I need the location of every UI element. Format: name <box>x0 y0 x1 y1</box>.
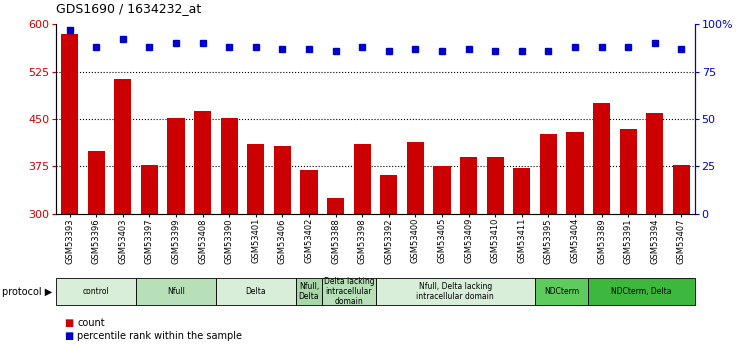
Text: Nfull, Delta lacking
intracellular domain: Nfull, Delta lacking intracellular domai… <box>416 282 494 301</box>
Text: ■: ■ <box>64 332 73 341</box>
Bar <box>114 79 131 345</box>
Bar <box>354 144 371 345</box>
Text: Delta lacking
intracellular
domain: Delta lacking intracellular domain <box>324 277 374 306</box>
Bar <box>327 198 344 345</box>
Text: Nfull: Nfull <box>167 287 185 296</box>
Text: control: control <box>83 287 110 296</box>
Text: Nfull,
Delta: Nfull, Delta <box>299 282 319 301</box>
Bar <box>376 278 535 305</box>
Bar <box>167 118 185 345</box>
Bar <box>221 118 238 345</box>
Bar <box>407 142 424 345</box>
Text: percentile rank within the sample: percentile rank within the sample <box>77 332 243 341</box>
Text: NDCterm: NDCterm <box>544 287 579 296</box>
Bar <box>61 33 78 345</box>
Bar <box>56 278 136 305</box>
Bar <box>380 175 397 345</box>
Bar <box>566 132 584 345</box>
Bar <box>460 157 477 345</box>
Bar <box>487 157 504 345</box>
Bar <box>322 278 376 305</box>
Bar <box>216 278 296 305</box>
Bar <box>593 103 611 345</box>
Bar <box>300 170 318 345</box>
Text: protocol ▶: protocol ▶ <box>2 287 53 296</box>
Bar <box>140 165 158 345</box>
Bar <box>247 144 264 345</box>
Text: NDCterm, Delta: NDCterm, Delta <box>611 287 671 296</box>
Bar <box>535 278 588 305</box>
Bar <box>194 111 211 345</box>
Bar <box>540 134 557 345</box>
Bar <box>620 128 637 345</box>
Bar <box>296 278 322 305</box>
Text: ■: ■ <box>64 318 73 327</box>
Text: Delta: Delta <box>246 287 266 296</box>
Bar <box>646 113 663 345</box>
Bar <box>588 278 695 305</box>
Bar <box>136 278 216 305</box>
Text: GDS1690 / 1634232_at: GDS1690 / 1634232_at <box>56 2 201 14</box>
Bar <box>274 146 291 345</box>
Bar <box>513 168 530 345</box>
Bar <box>433 166 451 345</box>
Text: count: count <box>77 318 105 327</box>
Bar <box>88 151 105 345</box>
Bar <box>673 165 690 345</box>
